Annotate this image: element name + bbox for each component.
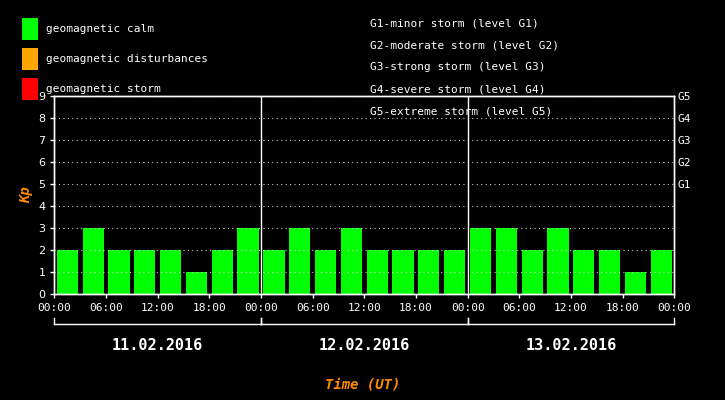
Text: G3-strong storm (level G3): G3-strong storm (level G3)	[370, 62, 545, 72]
Bar	[212, 250, 233, 294]
Text: geomagnetic calm: geomagnetic calm	[46, 24, 154, 34]
Bar	[599, 250, 621, 294]
Bar	[160, 250, 181, 294]
Text: G1-minor storm (level G1): G1-minor storm (level G1)	[370, 18, 539, 28]
Text: G5-extreme storm (level G5): G5-extreme storm (level G5)	[370, 106, 552, 116]
Bar	[392, 250, 414, 294]
Bar	[573, 250, 594, 294]
Bar	[470, 228, 491, 294]
Bar	[651, 250, 672, 294]
Bar	[108, 250, 130, 294]
Bar	[263, 250, 284, 294]
Text: 11.02.2016: 11.02.2016	[112, 338, 203, 354]
Text: geomagnetic storm: geomagnetic storm	[46, 84, 161, 94]
Bar	[547, 228, 568, 294]
Bar	[341, 228, 362, 294]
Bar	[496, 228, 517, 294]
Bar	[83, 228, 104, 294]
Text: G4-severe storm (level G4): G4-severe storm (level G4)	[370, 84, 545, 94]
Bar	[444, 250, 465, 294]
Bar	[418, 250, 439, 294]
Bar	[238, 228, 259, 294]
Text: Time (UT): Time (UT)	[325, 378, 400, 392]
Bar	[521, 250, 543, 294]
Bar	[57, 250, 78, 294]
Bar	[367, 250, 388, 294]
Bar	[625, 272, 646, 294]
Bar	[186, 272, 207, 294]
Bar	[134, 250, 155, 294]
Text: 13.02.2016: 13.02.2016	[526, 338, 616, 354]
Text: 12.02.2016: 12.02.2016	[319, 338, 410, 354]
Y-axis label: Kp: Kp	[19, 187, 33, 203]
Bar	[315, 250, 336, 294]
Text: geomagnetic disturbances: geomagnetic disturbances	[46, 54, 208, 64]
Text: G2-moderate storm (level G2): G2-moderate storm (level G2)	[370, 40, 559, 50]
Bar	[289, 228, 310, 294]
